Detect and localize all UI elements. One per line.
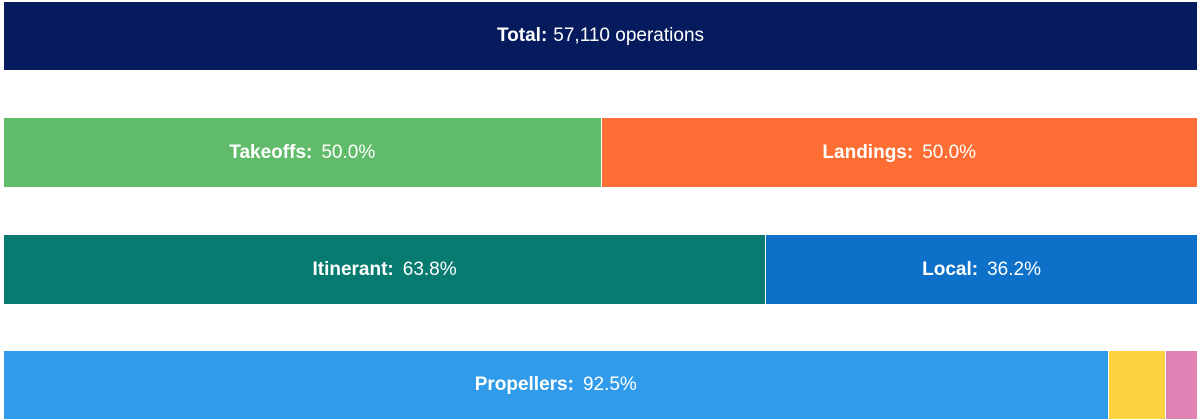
bar-segment bbox=[1165, 351, 1197, 419]
bar-segment: Propellers: 92.5% bbox=[4, 351, 1108, 419]
bar-segment: Local: 36.2% bbox=[766, 235, 1197, 304]
total-label: Total: bbox=[496, 25, 548, 46]
total-value: 57,110 operations bbox=[553, 25, 705, 46]
segment-label: Propellers: bbox=[474, 374, 574, 395]
segment-value: 63.8% bbox=[402, 258, 457, 280]
bar-segment: Takeoffs: 50.0% bbox=[4, 118, 601, 187]
bar-segment: Landings: 50.0% bbox=[601, 118, 1197, 187]
segment-label: Landings: bbox=[822, 141, 914, 163]
segment-value: 92.5% bbox=[582, 374, 637, 395]
bar-segment: Itinerant: 63.8% bbox=[4, 235, 766, 304]
stacked-bar: Propellers: 92.5% bbox=[4, 351, 1197, 419]
stacked-bar: Itinerant: 63.8% Local: 36.2% bbox=[4, 235, 1197, 304]
segment-label: Local: bbox=[922, 258, 979, 280]
bar-segment bbox=[1108, 351, 1165, 419]
total-bar: Total: 57,110 operations bbox=[4, 2, 1197, 70]
stacked-bar: Takeoffs: 50.0% Landings: 50.0% bbox=[4, 118, 1197, 187]
segment-value: 36.2% bbox=[987, 258, 1041, 280]
segment-label: Takeoffs: bbox=[229, 141, 313, 163]
segment-label: Itinerant: bbox=[312, 258, 394, 280]
segment-value: 50.0% bbox=[321, 141, 376, 163]
segment-value: 50.0% bbox=[922, 141, 977, 163]
